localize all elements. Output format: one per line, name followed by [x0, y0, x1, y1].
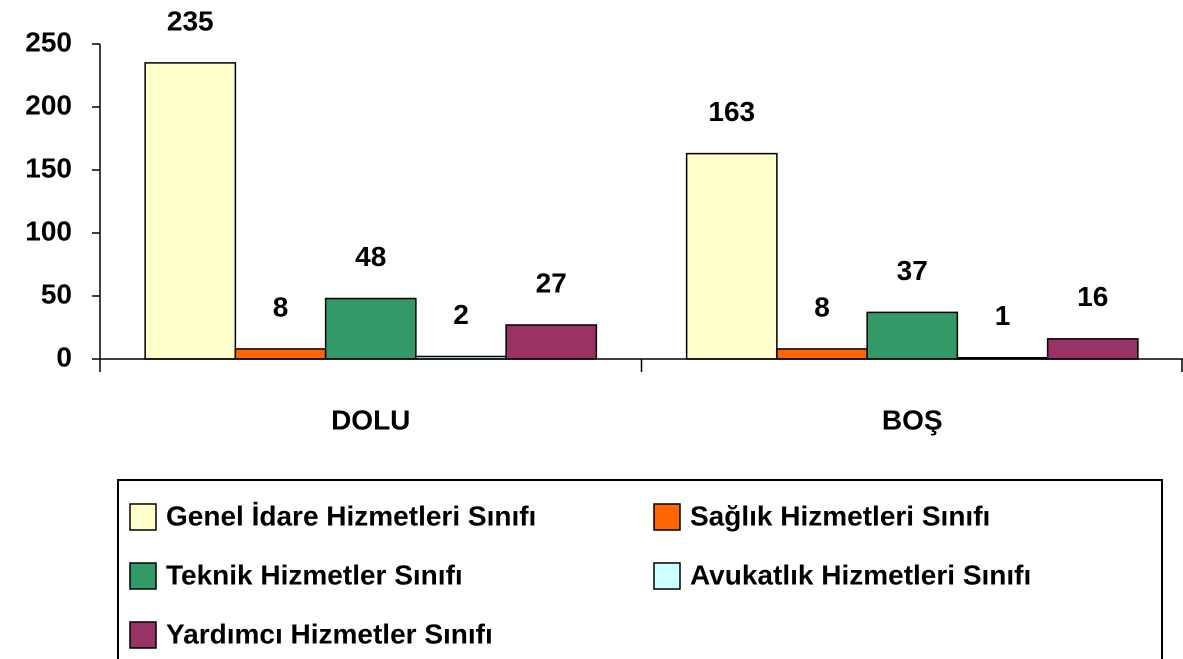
x-tick-label: DOLU	[331, 404, 410, 435]
legend-swatch	[653, 503, 681, 531]
bar	[866, 311, 959, 360]
data-label: 8	[273, 291, 289, 322]
legend-swatch	[653, 562, 681, 590]
legend-box	[117, 479, 1163, 659]
legend-label: Teknik Hizmetler Sınıfı	[166, 559, 463, 590]
y-tick-label: 0	[56, 341, 72, 372]
bar	[776, 348, 868, 360]
y-tick-label: 150	[25, 152, 72, 183]
data-label: 16	[1077, 281, 1108, 312]
data-label: 8	[814, 291, 830, 322]
data-label: 48	[355, 241, 386, 272]
data-label: 235	[167, 5, 214, 36]
y-tick-label: 200	[25, 89, 72, 120]
y-tick-label: 100	[25, 215, 72, 246]
bar	[505, 324, 598, 360]
y-tick-label: 50	[41, 278, 72, 309]
data-label: 37	[897, 255, 928, 286]
legend-swatch	[129, 562, 157, 590]
data-label: 2	[453, 299, 469, 330]
data-label: 27	[536, 267, 567, 298]
data-label: 163	[708, 96, 755, 127]
bar	[324, 297, 417, 360]
legend-swatch	[129, 503, 157, 531]
bar	[144, 62, 237, 360]
legend-label: Yardımcı Hizmetler Sınıfı	[166, 618, 493, 649]
bar	[685, 152, 778, 360]
legend-label: Avukatlık Hizmetleri Sınıfı	[690, 559, 1031, 590]
legend-swatch	[129, 621, 157, 649]
bar	[234, 348, 327, 360]
legend-label: Genel İdare Hizmetleri Sınıfı	[166, 500, 536, 531]
legend-label: Sağlık Hizmetleri Sınıfı	[690, 500, 990, 531]
y-tick-label: 250	[25, 26, 72, 57]
bar	[1046, 338, 1139, 360]
x-tick-label: BOŞ	[882, 404, 943, 435]
data-label: 1	[995, 300, 1011, 331]
